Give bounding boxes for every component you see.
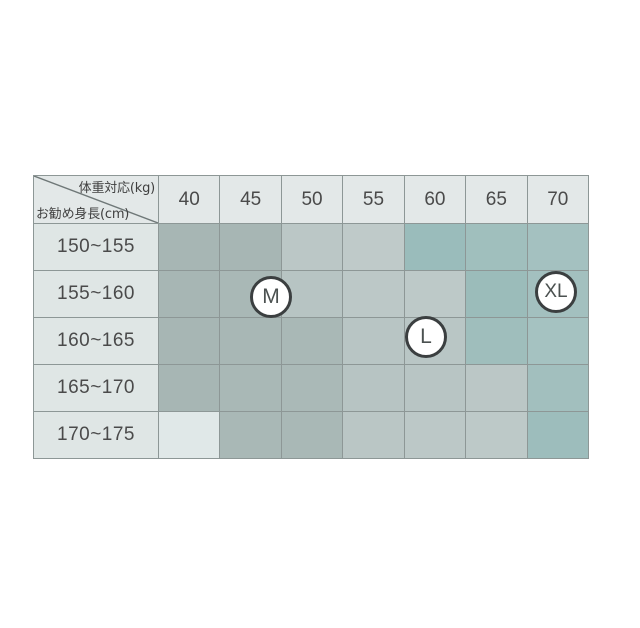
cell-165170-50 [280, 364, 344, 412]
cell-165170-45 [219, 364, 282, 412]
column-header-65: 65 [465, 175, 528, 224]
height-axis-label: お勧め身長(cm) [36, 207, 130, 222]
table-row: 165~170 [33, 364, 590, 412]
cell-155160-55 [342, 270, 405, 318]
table-header-row: 体重対応(kg) お勧め身長(cm) 40 45 50 55 60 65 70 [33, 175, 590, 224]
cell-170175-70 [526, 411, 590, 459]
cell-160165-45 [219, 317, 282, 365]
row-header-155-160: 155~160 [33, 270, 159, 318]
cell-170175-40 [157, 411, 221, 459]
table-row: 160~165 [33, 317, 590, 365]
cell-150155-60 [403, 223, 467, 271]
cell-150155-65 [465, 223, 528, 271]
cell-170175-65 [465, 411, 528, 459]
cell-150155-70 [526, 223, 590, 271]
column-header-70: 70 [526, 175, 590, 224]
cell-165170-60 [403, 364, 467, 412]
size-badge-l[interactable]: L [405, 316, 447, 358]
diagonal-divider-icon [34, 176, 158, 223]
cell-160165-65 [465, 317, 528, 365]
cell-155160-40 [157, 270, 221, 318]
weight-axis-label: 体重対応(kg) [78, 181, 156, 196]
table-row: 170~175 [33, 411, 590, 459]
cell-170175-60 [403, 411, 467, 459]
cell-170175-50 [280, 411, 344, 459]
column-header-50: 50 [280, 175, 344, 224]
cell-160165-50 [280, 317, 344, 365]
row-header-160-165: 160~165 [33, 317, 159, 365]
cell-150155-45 [219, 223, 282, 271]
cell-165170-55 [342, 364, 405, 412]
size-badges-layer: M L XL [33, 175, 589, 456]
column-header-45: 45 [219, 175, 282, 224]
corner-header-cell: 体重対応(kg) お勧め身長(cm) [33, 175, 159, 224]
column-header-40: 40 [157, 175, 221, 224]
table-body: 体重対応(kg) お勧め身長(cm) 40 45 50 55 60 65 70 … [33, 175, 590, 459]
cell-165170-65 [465, 364, 528, 412]
cell-165170-70 [526, 364, 590, 412]
cell-160165-55 [342, 317, 405, 365]
cell-160165-70 [526, 317, 590, 365]
column-header-60: 60 [403, 175, 467, 224]
table-row: 155~160 [33, 270, 590, 318]
cell-150155-40 [157, 223, 221, 271]
cell-155160-60 [403, 270, 467, 318]
cell-160165-40 [157, 317, 221, 365]
cell-150155-50 [280, 223, 344, 271]
column-header-55: 55 [342, 175, 405, 224]
size-chart: 体重対応(kg) お勧め身長(cm) 40 45 50 55 60 65 70 … [33, 175, 590, 459]
row-header-150-155: 150~155 [33, 223, 159, 271]
size-badge-xl[interactable]: XL [535, 271, 577, 313]
row-header-165-170: 165~170 [33, 364, 159, 412]
cell-170175-55 [342, 411, 405, 459]
corner-inner: 体重対応(kg) お勧め身長(cm) [34, 176, 158, 223]
row-header-170-175: 170~175 [33, 411, 159, 459]
size-badge-m[interactable]: M [250, 276, 292, 318]
size-chart-table: 体重対応(kg) お勧め身長(cm) 40 45 50 55 60 65 70 … [33, 175, 590, 459]
cell-150155-55 [342, 223, 405, 271]
cell-170175-45 [219, 411, 282, 459]
cell-165170-40 [157, 364, 221, 412]
table-row: 150~155 [33, 223, 590, 271]
cell-155160-65 [465, 270, 528, 318]
